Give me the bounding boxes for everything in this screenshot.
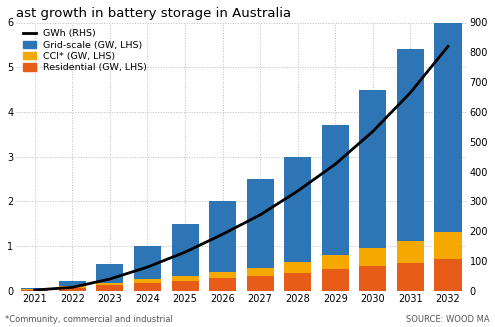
Bar (21, 289, 49, 290)
Bar (134, 279, 161, 283)
Bar (435, 259, 461, 291)
Text: ast growth in battery storage in Australia: ast growth in battery storage in Austral… (16, 7, 291, 20)
Bar (284, 273, 311, 291)
Text: SOURCE: WOOD MA: SOURCE: WOOD MA (406, 315, 490, 324)
Bar (134, 283, 161, 291)
Bar (322, 125, 349, 255)
Bar (209, 278, 236, 291)
Bar (247, 179, 274, 268)
Bar (21, 288, 49, 289)
Bar (59, 288, 86, 291)
Bar (21, 290, 49, 291)
Bar (171, 281, 198, 291)
Bar (171, 276, 198, 281)
Bar (397, 49, 424, 241)
Bar (247, 268, 274, 276)
Bar (397, 263, 424, 291)
Bar (397, 241, 424, 263)
Bar (97, 264, 123, 283)
Bar (284, 157, 311, 262)
Bar (209, 272, 236, 278)
Bar (435, 232, 461, 259)
Bar (359, 90, 387, 249)
Bar (59, 281, 86, 286)
Bar (359, 266, 387, 291)
Bar (97, 283, 123, 285)
Legend: GWh (RHS), Grid-scale (GW, LHS), CCI* (GW, LHS), Residential (GW, LHS): GWh (RHS), Grid-scale (GW, LHS), CCI* (G… (21, 27, 149, 74)
Bar (134, 246, 161, 279)
Bar (322, 255, 349, 269)
Bar (359, 249, 387, 266)
Bar (247, 276, 274, 291)
Bar (171, 224, 198, 276)
Text: *Community, commercial and industrial: *Community, commercial and industrial (5, 315, 173, 324)
Bar (97, 285, 123, 291)
Bar (59, 286, 86, 288)
Bar (435, 0, 461, 232)
Bar (209, 201, 236, 272)
Bar (322, 269, 349, 291)
Bar (284, 262, 311, 273)
